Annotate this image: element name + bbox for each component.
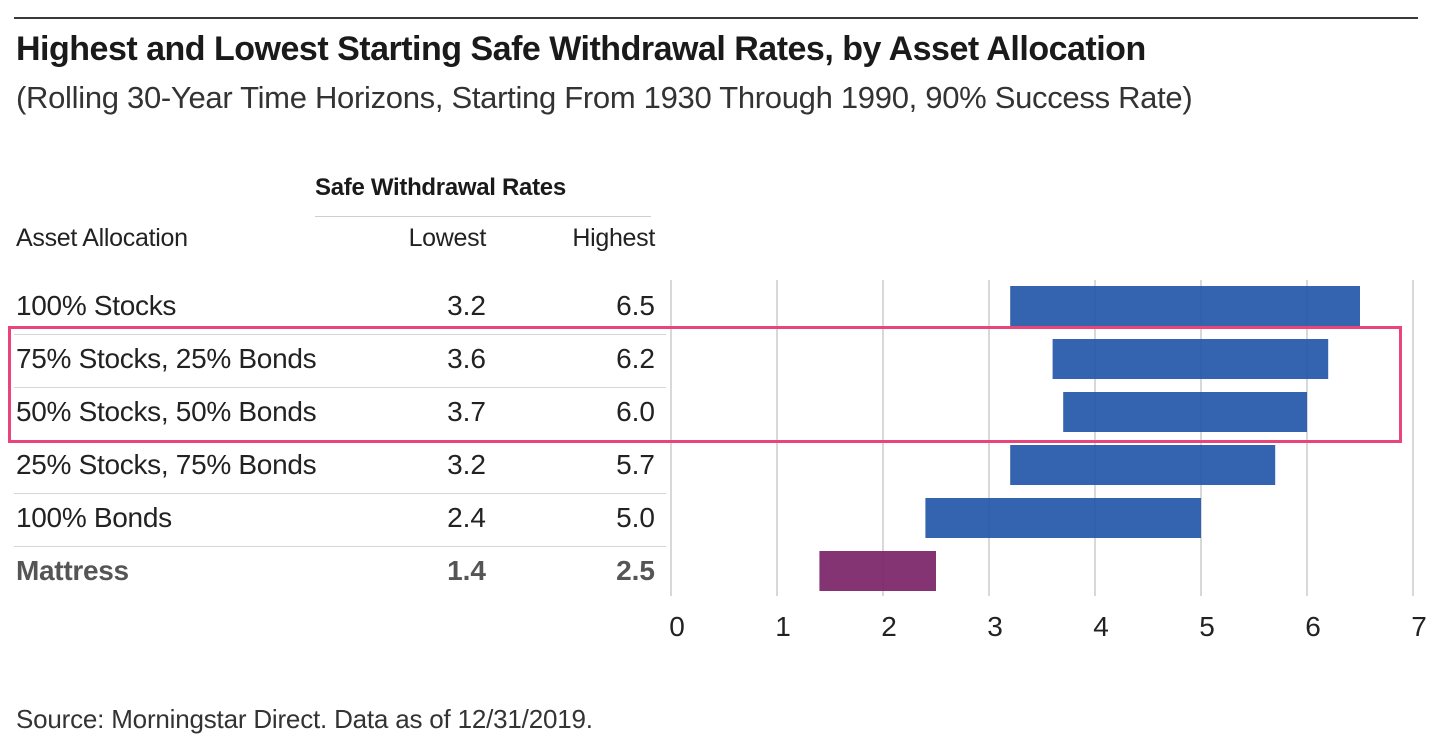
x-tick-label: 3	[987, 611, 1003, 642]
row-lowest-value: 3.6	[447, 343, 486, 374]
row-lowest-value: 2.4	[447, 502, 486, 533]
column-header-asset: Asset Allocation	[16, 224, 188, 252]
row-separator	[14, 334, 666, 335]
row-label: 50% Stocks, 50% Bonds	[16, 396, 317, 427]
group-header-rule	[315, 216, 651, 217]
x-tick-label: 0	[669, 611, 685, 642]
row-separator	[14, 546, 666, 547]
chart-title: Highest and Lowest Starting Safe Withdra…	[16, 30, 1146, 68]
row-label: 75% Stocks, 25% Bonds	[16, 343, 317, 374]
range-bar	[1010, 286, 1360, 326]
range-bar	[1010, 445, 1276, 485]
highlight-box	[8, 326, 1402, 443]
range-bar	[1063, 392, 1307, 432]
row-highest-value: 6.0	[616, 396, 655, 427]
source-note: Source: Morningstar Direct. Data as of 1…	[16, 704, 593, 734]
x-tick-label: 2	[881, 611, 897, 642]
table-group-header: Safe Withdrawal Rates	[315, 174, 566, 201]
x-tick-label: 1	[775, 611, 791, 642]
range-bar	[819, 551, 936, 591]
row-separator	[14, 387, 666, 388]
x-tick-label: 7	[1411, 611, 1427, 642]
top-rule	[14, 17, 1418, 19]
range-bar	[925, 498, 1201, 538]
x-tick-label: 4	[1093, 611, 1109, 642]
row-lowest-value: 3.2	[447, 449, 486, 480]
row-highest-value: 5.0	[616, 502, 655, 533]
row-highest-value: 6.5	[616, 290, 655, 321]
range-bar	[1052, 339, 1329, 379]
row-separator	[14, 493, 666, 494]
row-label: 100% Stocks	[16, 290, 177, 321]
x-tick-label: 5	[1199, 611, 1215, 642]
row-lowest-value: 1.4	[447, 555, 486, 586]
chart-subtitle: (Rolling 30-Year Time Horizons, Starting…	[16, 80, 1193, 115]
column-header-lowest: Lowest	[408, 224, 487, 252]
row-lowest-value: 3.2	[447, 290, 486, 321]
row-label: Mattress	[16, 555, 129, 586]
row-highest-value: 2.5	[616, 555, 655, 586]
row-label: 100% Bonds	[16, 502, 172, 533]
row-highest-value: 5.7	[616, 449, 655, 480]
row-highest-value: 6.2	[616, 343, 655, 374]
row-label: 25% Stocks, 75% Bonds	[16, 449, 317, 480]
column-header-highest: Highest	[572, 224, 655, 252]
x-tick-label: 6	[1305, 611, 1321, 642]
row-lowest-value: 3.7	[447, 396, 486, 427]
